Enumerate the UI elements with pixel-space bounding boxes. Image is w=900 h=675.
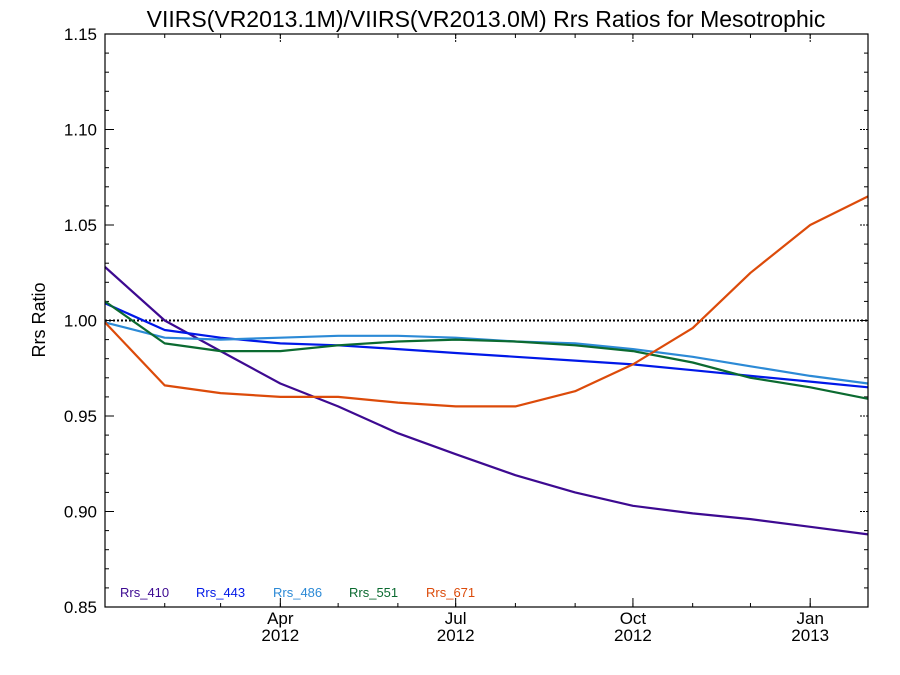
legend-entry-rrs_551: Rrs_551: [349, 585, 398, 600]
x-tick-label-month: Apr: [267, 609, 294, 628]
x-tick-label-month: Oct: [620, 609, 647, 628]
y-tick-label: 1.10: [64, 121, 97, 140]
plot-frame: [104, 33, 869, 608]
series-line-rrs_671: [104, 195, 869, 408]
y-axis-label: Rrs Ratio: [29, 282, 49, 357]
y-tick-labels: 0.85 0.90 0.95 1.00 1.05 1.10 1.15: [64, 25, 97, 617]
y-tick-label: 0.85: [64, 598, 97, 617]
y-tick-label: 0.95: [64, 407, 97, 426]
x-tick-label-year: 2012: [437, 626, 475, 645]
series-layer: [104, 195, 869, 536]
legend-entry-rrs_671: Rrs_671: [426, 585, 475, 600]
legend-entry-rrs_443: Rrs_443: [196, 585, 245, 600]
x-tick-label-year: 2012: [614, 626, 652, 645]
x-tick-label-month: Jul: [445, 609, 467, 628]
series-line-rrs_410: [104, 266, 869, 536]
axis-ticks: [105, 33, 868, 608]
y-tick-label: 1.05: [64, 216, 97, 235]
chart-title: VIIRS(VR2013.1M)/VIIRS(VR2013.0M) Rrs Ra…: [147, 6, 826, 32]
x-tick-label-month: Jan: [796, 609, 823, 628]
x-tick-label-year: 2013: [791, 626, 829, 645]
series-line-rrs_551: [104, 300, 869, 400]
legend: Rrs_410 Rrs_443 Rrs_486 Rrs_551 Rrs_671: [120, 585, 475, 600]
legend-entry-rrs_486: Rrs_486: [273, 585, 322, 600]
x-tick-label-year: 2012: [261, 626, 299, 645]
y-tick-label: 1.15: [64, 25, 97, 44]
legend-entry-rrs_410: Rrs_410: [120, 585, 169, 600]
y-tick-label: 1.00: [64, 312, 97, 331]
y-tick-label: 0.90: [64, 503, 97, 522]
